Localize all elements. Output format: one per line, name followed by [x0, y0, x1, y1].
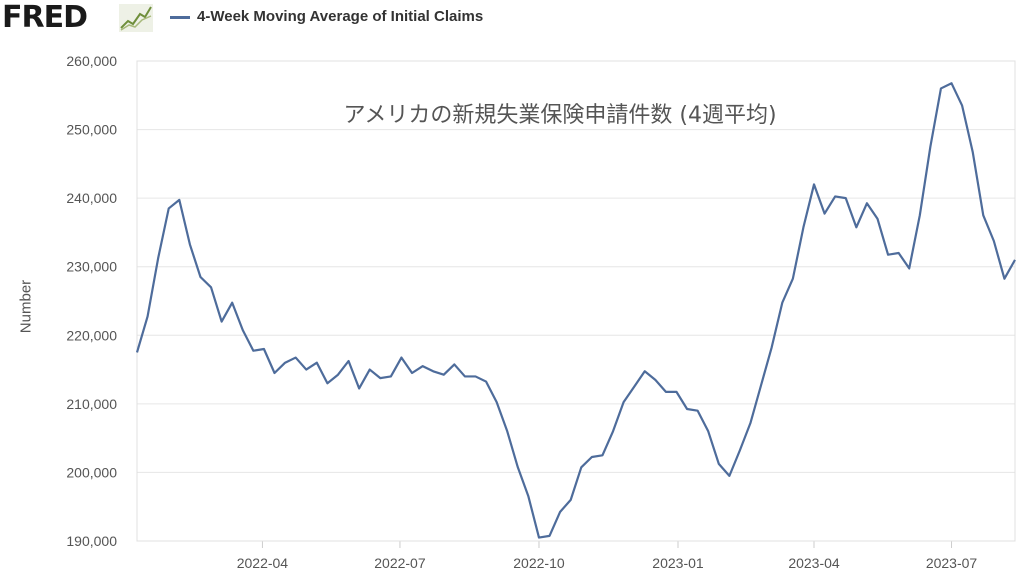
x-tick-label: 2022-04: [237, 555, 289, 571]
x-tick-labels: 2022-04 2022-07 2022-10 2023-01 2023-04 2023-…: [237, 541, 978, 571]
y-tick-label: 240,000: [66, 190, 117, 206]
x-tick-label: 2022-07: [374, 555, 426, 571]
x-tick-label: 2023-07: [926, 555, 978, 571]
y-tick-label: 220,000: [66, 327, 117, 343]
x-tick-label: 2022-10: [513, 555, 565, 571]
y-tick-label: 210,000: [66, 396, 117, 412]
x-tick-label: 2023-04: [788, 555, 840, 571]
y-tick-label: 200,000: [66, 464, 117, 480]
chart-header: FRED 4-Week Moving Average of Initial Cl…: [0, 0, 1024, 38]
x-tick-label: 2023-01: [652, 555, 704, 571]
y-tick-label: 190,000: [66, 533, 117, 549]
y-tick-label: 250,000: [66, 122, 117, 138]
y-tick-label: 230,000: [66, 259, 117, 275]
legend-swatch: [170, 16, 190, 19]
y-tick-label: 260,000: [66, 53, 117, 69]
fred-logo[interactable]: FRED: [2, 0, 88, 35]
line-chart-icon: [119, 4, 153, 32]
series-line: [135, 82, 1016, 539]
legend-series-title[interactable]: 4-Week Moving Average of Initial Claims: [197, 8, 484, 25]
y-tick-labels: 190,000 200,000 210,000 220,000 230,000 240,0…: [66, 53, 117, 549]
chart-annotation: アメリカの新規失業保険申請件数 (4週平均): [343, 103, 776, 128]
plot-area-border: [136, 60, 1016, 542]
